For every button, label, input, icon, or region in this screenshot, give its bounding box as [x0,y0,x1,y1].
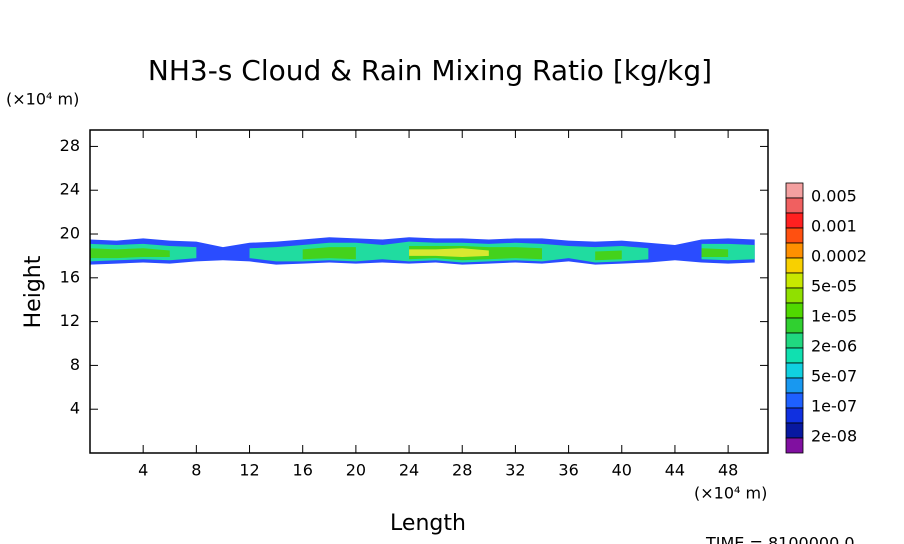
colorbar-label: 5e-05 [811,277,857,296]
x-tick-label: 36 [558,461,578,480]
y-tick-label: 12 [60,311,80,330]
x-tick-label: 24 [399,461,419,480]
x-tick-label: 20 [346,461,366,480]
cloud-region [595,250,622,261]
colorbar-label: 2e-06 [811,337,857,356]
x-unit: (×10⁴ m) [694,484,767,503]
colorbar-box [785,257,804,274]
colorbar-label: 1e-05 [811,307,857,326]
colorbar-box [785,347,804,364]
y-tick-label: 16 [60,267,80,286]
colorbar-box [785,332,804,349]
cloud-region [302,247,356,260]
x-tick-label: 40 [612,461,632,480]
colorbar-box [785,302,804,319]
colorbar-box [785,197,804,214]
footer: TIME = 8100000.0 [705,534,855,544]
chart-title: NH3-s Cloud & Rain Mixing Ratio [kg/kg] [148,54,712,87]
colorbar-box [785,437,804,454]
colorbar-label: 2e-08 [811,427,857,446]
x-tick-label: 44 [665,461,685,480]
colorbar-box [785,392,804,409]
colorbar-box [785,362,804,379]
colorbar-label: 1e-07 [811,397,857,416]
x-axis-label: Length [390,511,466,536]
x-tick-label: 4 [138,461,148,480]
colorbar-box [785,227,804,244]
x-tick-label: 32 [505,461,525,480]
colorbar-box [785,272,804,289]
colorbar-label: 5e-07 [811,367,857,386]
plot-frame [89,129,769,454]
cloud-region [701,248,729,258]
colorbar-label: 0.0002 [811,247,867,266]
y-axis-label: Height [21,255,46,328]
cloud-region [90,248,170,259]
colorbar-box [785,407,804,424]
y-unit: (×10⁴ m) [6,90,79,109]
colorbar-box [785,212,804,229]
y-tick-label: 20 [60,224,80,243]
colorbar-label: 0.005 [811,187,857,206]
y-tick-label: 4 [70,399,80,418]
colorbar-box [785,422,804,439]
y-tick-label: 28 [60,136,80,155]
colorbar-box [785,182,804,199]
x-tick-label: 28 [452,461,472,480]
x-tick-label: 16 [293,461,313,480]
y-tick-label: 24 [60,180,80,199]
colorbar-box [785,377,804,394]
colorbar-box [785,317,804,334]
colorbar-label: 0.001 [811,217,857,236]
colorbar-box [785,287,804,304]
cloud-region [409,248,489,258]
y-tick-label: 8 [70,355,80,374]
x-tick-label: 48 [718,461,738,480]
colorbar-box [785,242,804,259]
x-tick-label: 8 [191,461,201,480]
x-tick-label: 12 [239,461,259,480]
